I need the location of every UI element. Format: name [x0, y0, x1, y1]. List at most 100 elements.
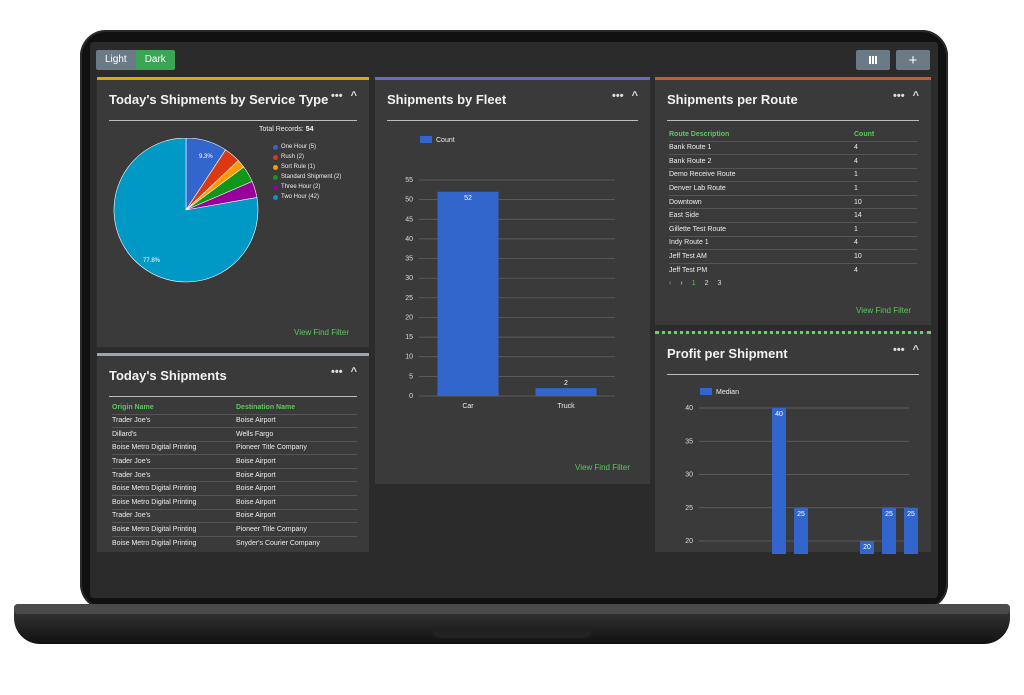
legend-swatch [420, 136, 432, 143]
table-row[interactable]: Dillard's Wells Fargo [112, 427, 357, 442]
collapse-icon[interactable]: ^ [912, 90, 919, 102]
widget-divider [109, 120, 357, 121]
legend-item[interactable]: Sort Rule (1) [273, 162, 341, 172]
collapse-icon[interactable]: ^ [350, 366, 357, 378]
collapse-icon[interactable]: ^ [631, 90, 638, 102]
more-menu-icon[interactable]: ••• [331, 90, 343, 102]
layout-columns-button[interactable] [856, 50, 890, 70]
view-find-filter-link[interactable]: View Find Filter [856, 306, 911, 315]
table-row[interactable]: Boise Metro Digital Printing Snyder's Cou… [112, 535, 357, 550]
table-row[interactable]: Trader Joe's Boise Airport [112, 467, 357, 482]
widget-divider [109, 396, 357, 397]
bar[interactable] [904, 507, 918, 554]
bar[interactable] [535, 388, 597, 396]
route-widget: Shipments per Route ••• ^ Route Descript… [655, 77, 931, 325]
table-row[interactable]: Trader Joe's Boise Airport [112, 413, 357, 428]
table-row[interactable]: Jeff Test AM 10 [669, 249, 917, 264]
origin-cell: Trader Joe's [112, 467, 236, 482]
route-cell: Denver Lab Route [669, 181, 854, 196]
bar[interactable] [794, 507, 808, 554]
table-row[interactable]: Boise Metro Digital Printing Boise Airpor… [112, 495, 357, 510]
total-records-label: Total Records: [259, 126, 304, 133]
table-row[interactable]: East Side 14 [669, 208, 917, 223]
table-row[interactable]: Boise Metro Digital Printing Boise Airpor… [112, 481, 357, 496]
destination-cell: Pioneer Title Company [236, 522, 357, 537]
destination-cell: Snyder's Courier Company [236, 535, 357, 550]
table-row[interactable]: Downtown 10 [669, 194, 917, 209]
x-category-label: Truck [557, 403, 575, 410]
column-header-destination[interactable]: Destination Name [236, 404, 296, 412]
collapse-icon[interactable]: ^ [350, 90, 357, 102]
more-menu-icon[interactable]: ••• [893, 90, 905, 102]
destination-cell: Boise Airport [236, 467, 357, 482]
column-header-count[interactable]: Count [854, 131, 875, 139]
count-cell: 4 [854, 154, 917, 169]
table-row[interactable]: Jeff Test PM 4 [669, 262, 917, 277]
columns-icon [869, 56, 877, 64]
fleet-widget: Shipments by Fleet ••• ^ Count 0 5 10 15 20 2… [375, 77, 650, 484]
prev-page-button[interactable]: ‹ [669, 280, 672, 287]
legend-item[interactable]: Two Hour (42) [273, 192, 341, 202]
table-row[interactable]: Gillette Test Route 1 [669, 222, 917, 237]
bar[interactable] [437, 191, 499, 396]
legend-item[interactable]: Standard Shipment (2) [273, 172, 341, 182]
widget-title: Shipments per Route [667, 92, 798, 107]
page-1-button[interactable]: 1 [691, 280, 696, 287]
count-cell: 14 [854, 208, 917, 223]
widget-tools: ••• ^ [612, 90, 638, 102]
widget-divider [667, 120, 919, 121]
y-tick-label: 25 [685, 505, 693, 512]
y-tick-label: 10 [405, 354, 413, 361]
next-page-button[interactable]: › [680, 280, 683, 287]
legend-label: One Hour (5) [281, 144, 317, 150]
legend-item[interactable]: One Hour (5) [273, 142, 341, 152]
add-widget-button[interactable]: + [896, 50, 930, 70]
route-cell: Demo Receive Route [669, 167, 854, 182]
dark-theme-button[interactable]: Dark [135, 50, 175, 70]
fleet-bar-chart: Count 0 5 10 15 20 25 30 35 40 45 50 55 52 Car 2 Truck [405, 136, 615, 410]
table-row[interactable]: Boise Metro Digital Printing Pioneer Titl… [112, 522, 357, 537]
pagination: ‹ › 1 2 3 [669, 280, 721, 287]
table-row[interactable]: Trader Joe's Boise Airport [112, 508, 357, 523]
origin-cell: Trader Joe's [112, 454, 236, 469]
legend-dot [273, 164, 278, 170]
bar-value-label: 20 [863, 544, 871, 551]
count-cell: 1 [854, 167, 917, 182]
todays-shipments-widget: Today's Shipments ••• ^ Origin Name Dest… [97, 353, 369, 552]
bar[interactable] [882, 507, 896, 554]
more-menu-icon[interactable]: ••• [331, 366, 343, 378]
legend-item[interactable]: Three Hour (2) [273, 182, 341, 192]
legend-item[interactable]: Rush (2) [273, 152, 341, 162]
shipments-table: Origin Name Destination Name Trader Joe'… [112, 402, 357, 550]
table-header: Origin Name Destination Name [112, 402, 357, 414]
bar[interactable] [860, 541, 874, 554]
table-row[interactable]: Boise Metro Digital Printing Pioneer Titl… [112, 440, 357, 455]
page-2-button[interactable]: 2 [704, 280, 709, 287]
table-row[interactable]: Trader Joe's Boise Airport [112, 454, 357, 469]
more-menu-icon[interactable]: ••• [612, 90, 624, 102]
pie-slice[interactable] [113, 138, 259, 283]
page-3-button[interactable]: 3 [717, 280, 722, 287]
destination-cell: Pioneer Title Company [236, 440, 357, 455]
legend-label: Two Hour (42) [281, 194, 320, 200]
more-menu-icon[interactable]: ••• [893, 344, 905, 356]
column-header-origin[interactable]: Origin Name [112, 404, 154, 412]
light-theme-button[interactable]: Light [96, 50, 136, 70]
collapse-icon[interactable]: ^ [912, 344, 919, 356]
column-header-route[interactable]: Route Description [669, 131, 730, 139]
origin-cell: Trader Joe's [112, 508, 236, 523]
view-find-filter-link[interactable]: View Find Filter [575, 463, 630, 472]
table-row[interactable]: Denver Lab Route 1 [669, 181, 917, 196]
origin-cell: Boise Metro Digital Printing [112, 495, 236, 510]
widget-divider [387, 120, 638, 121]
table-row[interactable]: Demo Receive Route 1 [669, 167, 917, 182]
legend-label: Standard Shipment (2) [281, 174, 342, 180]
bar[interactable] [772, 408, 786, 554]
route-cell: Indy Route 1 [669, 235, 854, 250]
view-find-filter-link[interactable]: View Find Filter [294, 328, 349, 337]
route-cell: Gillette Test Route [669, 222, 854, 237]
